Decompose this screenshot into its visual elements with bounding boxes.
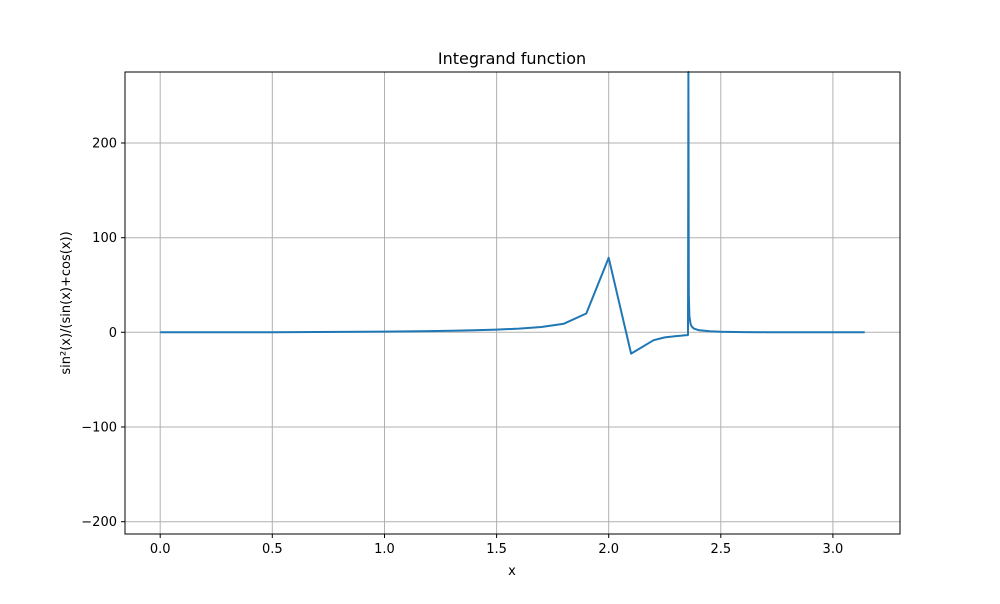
x-axis-label: x (508, 564, 516, 579)
x-tick-label: 0.0 (150, 542, 171, 557)
x-tick-label: 2.5 (710, 542, 731, 557)
y-axis-label: sin²(x)/(sin(x)+cos(x)) (59, 231, 74, 374)
plot-background (125, 72, 900, 534)
y-tick-label: 200 (92, 137, 117, 152)
y-tick-label: −100 (81, 421, 117, 436)
x-tick-label: 1.0 (374, 542, 395, 557)
x-tick-label: 3.0 (823, 542, 844, 557)
data-lines (160, 71, 865, 355)
x-tick-label: 0.5 (262, 542, 283, 557)
chart-title: Integrand function (438, 49, 586, 68)
series-line (160, 71, 865, 355)
y-axis-ticks: −200 −100 0 100 200 (81, 137, 125, 530)
y-tick-label: 100 (92, 231, 117, 246)
x-tick-label: 1.5 (486, 542, 507, 557)
y-tick-label: 0 (109, 326, 117, 341)
x-axis-ticks: 0.0 0.5 1.0 1.5 2.0 2.5 3.0 (150, 534, 843, 557)
y-tick-label: −200 (81, 515, 117, 530)
plot-frame (124, 71, 901, 535)
x-tick-label: 2.0 (598, 542, 619, 557)
